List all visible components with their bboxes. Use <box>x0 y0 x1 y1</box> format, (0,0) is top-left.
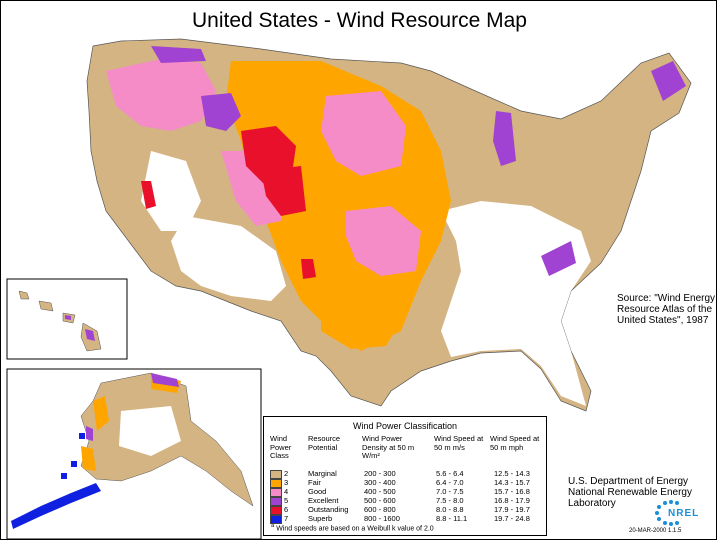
agency-line-2: National Renewable Energy Laboratory <box>568 487 692 509</box>
legend-swatch <box>270 515 282 524</box>
alaska-superb-north <box>86 373 179 441</box>
legend-class: 6 <box>284 505 289 514</box>
alaska-superb-aleutians <box>11 483 101 529</box>
map-title: United States - Wind Resource Map <box>192 9 527 32</box>
alaska-superb-points <box>61 433 85 479</box>
outstanding-zone-texas <box>301 259 316 279</box>
legend-row: 2 Marginal 200 - 300 5.6 - 6.4 12.5 - 14.3 <box>270 469 540 479</box>
legend-swatch <box>270 497 282 506</box>
legend-density: 600 - 800 <box>364 505 396 514</box>
excellent-zone-montana <box>201 93 241 131</box>
outstanding-zone-california <box>141 181 156 209</box>
excellent-zone-lake-michigan <box>493 111 516 166</box>
agency-line-1: U.S. Department of Energy <box>568 476 689 487</box>
date-code: 20-MAR-2000 1.1.5 <box>629 528 682 534</box>
legend-speed-mph: 19.7 - 24.8 <box>494 514 530 523</box>
legend-speed-mph: 17.9 - 19.7 <box>494 505 530 514</box>
legend-density: 200 - 300 <box>364 469 396 478</box>
excellent-zone-new-england <box>651 61 686 101</box>
legend-header-potential: Resource Potential <box>308 434 341 452</box>
legend-row: 6 Outstanding 600 - 800 8.0 - 8.8 17.9 - 19.… <box>270 505 540 515</box>
nrel-logo-icon <box>655 500 679 526</box>
legend-swatch <box>270 488 282 497</box>
legend-swatch <box>270 479 282 488</box>
nrel-logo-text: NREL <box>668 508 700 519</box>
legend-row: 7 Superb 800 - 1600 8.8 - 11.1 19.7 - 24.8 <box>270 514 540 524</box>
legend-potential: Fair <box>308 478 321 487</box>
legend-speed-mph: 14.3 - 15.7 <box>494 478 530 487</box>
legend-speed-ms: 6.4 - 7.0 <box>436 478 464 487</box>
good-zone-north-plains <box>321 91 406 176</box>
legend-header-density: Wind Power Density at 50 m W/m² <box>362 434 415 460</box>
legend-class: 4 <box>284 487 289 496</box>
agency-credit: U.S. Department of Energy National Renew… <box>568 476 716 509</box>
outstanding-zone-colorado <box>261 166 306 216</box>
legend-class: 5 <box>284 496 289 505</box>
hawaii-inset <box>6 278 128 360</box>
fair-zone-plains-lower <box>321 301 401 349</box>
legend-potential: Marginal <box>308 469 337 478</box>
legend-header-speed-ms: Wind Speed at 50 m m/s <box>434 434 484 452</box>
legend-speed-ms: 7.0 - 7.5 <box>436 487 464 496</box>
legend-density: 400 - 500 <box>364 487 396 496</box>
legend-density: 300 - 400 <box>364 478 396 487</box>
legend-potential: Good <box>308 487 327 496</box>
legend-footnote: a Wind speeds are based on a Weibull k v… <box>271 523 434 532</box>
legend-row: 3 Fair 300 - 400 6.4 - 7.0 14.3 - 15.7 <box>270 478 540 488</box>
footnote-text: Wind speeds are based on a Weibull k val… <box>276 525 434 533</box>
good-zone-central-plains <box>346 206 421 276</box>
footnote-mark: a <box>271 523 275 529</box>
legend-speed-mph: 12.5 - 14.3 <box>494 469 530 478</box>
source-note: Source: "Wind Energy Resource Atlas of t… <box>617 293 716 326</box>
legend-potential: Superb <box>308 514 333 523</box>
low-resource-southeast <box>441 201 591 406</box>
low-resource-great-basin <box>141 151 201 231</box>
legend-speed-ms: 5.6 - 6.4 <box>436 469 464 478</box>
legend-density: 800 - 1600 <box>364 514 400 523</box>
excellent-zone-northwest-border <box>151 46 206 63</box>
legend-title: Wind Power Classification <box>352 421 458 431</box>
legend-speed-ms: 8.0 - 8.8 <box>436 505 464 514</box>
legend-speed-mph: 16.8 - 17.9 <box>494 496 530 505</box>
legend-density: 500 - 600 <box>364 496 396 505</box>
legend-header-class: Wind Power Class <box>270 434 292 460</box>
legend-row: 4 Good 400 - 500 7.0 - 7.5 15.7 - 16.8 <box>270 487 540 497</box>
legend-swatch <box>270 506 282 515</box>
legend-potential: Excellent <box>308 496 339 505</box>
legend-class: 3 <box>284 478 289 487</box>
legend-swatch <box>270 470 282 479</box>
low-resource-southwest <box>171 216 286 301</box>
good-zone-northwest <box>106 59 216 131</box>
legend-header-speed-mph: Wind Speed at 50 m mph <box>490 434 540 452</box>
legend-speed-ms: 7.5 - 8.0 <box>436 496 464 505</box>
alaska-interior-low <box>119 406 181 456</box>
excellent-zone-appalachia <box>541 241 576 276</box>
hawaii-high-wind <box>65 315 95 341</box>
legend-class: 2 <box>284 469 289 478</box>
legend-potential: Outstanding <box>308 505 349 514</box>
legend-speed-mph: 15.7 - 16.8 <box>494 487 530 496</box>
legend-row: 5 Excellent 500 - 600 7.5 - 8.0 16.8 - 17.9 <box>270 496 540 506</box>
hawaii-islands <box>18 290 102 352</box>
wind-power-legend: Wind Power Classification Wind Power Cla… <box>263 416 547 536</box>
legend-speed-ms: 8.8 - 11.1 <box>436 514 468 523</box>
legend-class: 7 <box>284 514 289 523</box>
